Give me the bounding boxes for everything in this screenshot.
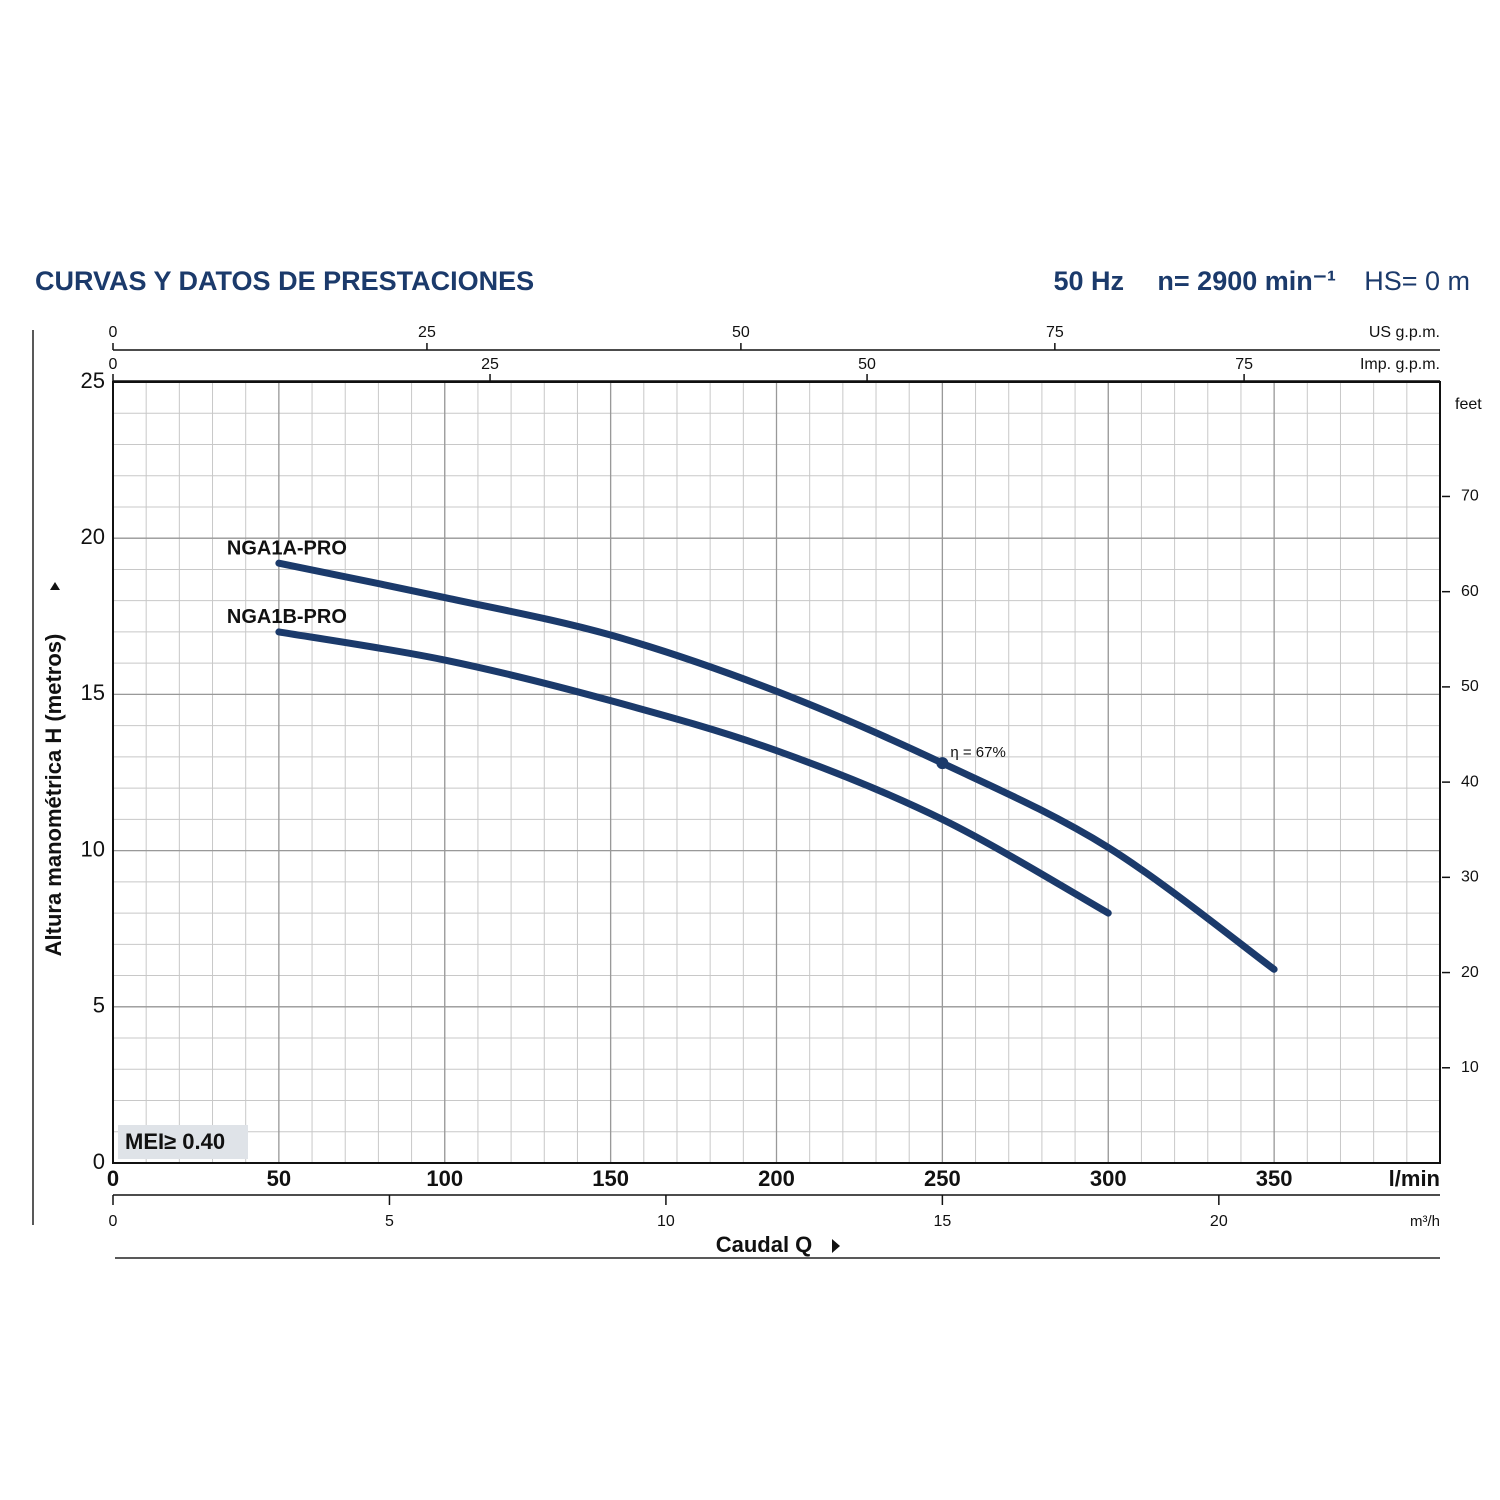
y-tick-label: 15	[81, 680, 105, 705]
right-tick-label: 30	[1461, 869, 1479, 886]
x-tick-label: 50	[267, 1166, 291, 1191]
bottom-tick-label: 20	[1210, 1213, 1228, 1230]
series-line	[275, 628, 1112, 917]
x-unit: l/min	[1389, 1166, 1440, 1191]
x-tick-label: 150	[592, 1166, 629, 1191]
arrow	[50, 582, 60, 590]
right-tick-label: 10	[1461, 1059, 1479, 1076]
top-tick-label: 75	[1235, 356, 1253, 373]
top-axis-unit: US g.p.m.	[1369, 324, 1440, 341]
badge-box	[118, 1125, 248, 1159]
x-tick-label: 100	[426, 1166, 463, 1191]
chart-title: CURVAS Y DATOS DE PRESTACIONES	[35, 266, 534, 296]
right-tick-label: 20	[1461, 964, 1479, 981]
right-tick-label: 60	[1461, 583, 1479, 600]
top-tick-label: 0	[109, 324, 118, 341]
y-tick-label: 20	[81, 524, 105, 549]
y-tick-label: 10	[81, 836, 105, 861]
bottom-tick-label: 5	[385, 1213, 394, 1230]
top-tick-label: 25	[481, 356, 499, 373]
bottom-axis-unit: m³/h	[1410, 1213, 1440, 1230]
suction-head: HS= 0 m	[1364, 266, 1470, 296]
x-tick-label: 250	[924, 1166, 961, 1191]
y-tick-label: 5	[93, 993, 105, 1018]
top-tick-label: 75	[1046, 324, 1064, 341]
series-line	[275, 559, 1278, 973]
frequency: 50 Hz	[1053, 266, 1124, 296]
right-axis-unit: feet	[1455, 396, 1482, 413]
bottom-tick-label: 15	[933, 1213, 951, 1230]
y-tick-label: 0	[93, 1149, 105, 1174]
speed: n= 2900 min⁻¹	[1157, 266, 1336, 296]
series-label: NGA1A-PRO	[227, 537, 347, 559]
x-axis-label: Caudal Q	[716, 1232, 813, 1257]
x-tick-label: 0	[107, 1166, 119, 1191]
x-tick-label: 350	[1256, 1166, 1293, 1191]
right-tick-label: 50	[1461, 678, 1479, 695]
plot-border	[112, 381, 1441, 1164]
efficiency-point	[936, 757, 949, 770]
x-tick-label: 200	[758, 1166, 795, 1191]
right-tick-label: 40	[1461, 773, 1479, 790]
efficiency-label: η = 67%	[950, 744, 1005, 761]
right-tick-label: 70	[1461, 488, 1479, 505]
arrow	[832, 1239, 840, 1253]
x-tick-label: 300	[1090, 1166, 1127, 1191]
top-tick-label: 0	[109, 356, 118, 373]
top-tick-label: 50	[858, 356, 876, 373]
series-label: NGA1B-PRO	[227, 606, 347, 628]
top-axis-unit: Imp. g.p.m.	[1360, 356, 1440, 373]
y-tick-label: 25	[81, 368, 105, 393]
badge: MEI≥ 0.40	[125, 1129, 225, 1154]
bottom-tick-label: 10	[657, 1213, 675, 1230]
top-tick-label: 50	[732, 324, 750, 341]
bottom-tick-label: 0	[109, 1213, 118, 1230]
top-tick-label: 25	[418, 324, 436, 341]
y-axis-label: Altura manométrica H (metros)	[41, 634, 66, 957]
